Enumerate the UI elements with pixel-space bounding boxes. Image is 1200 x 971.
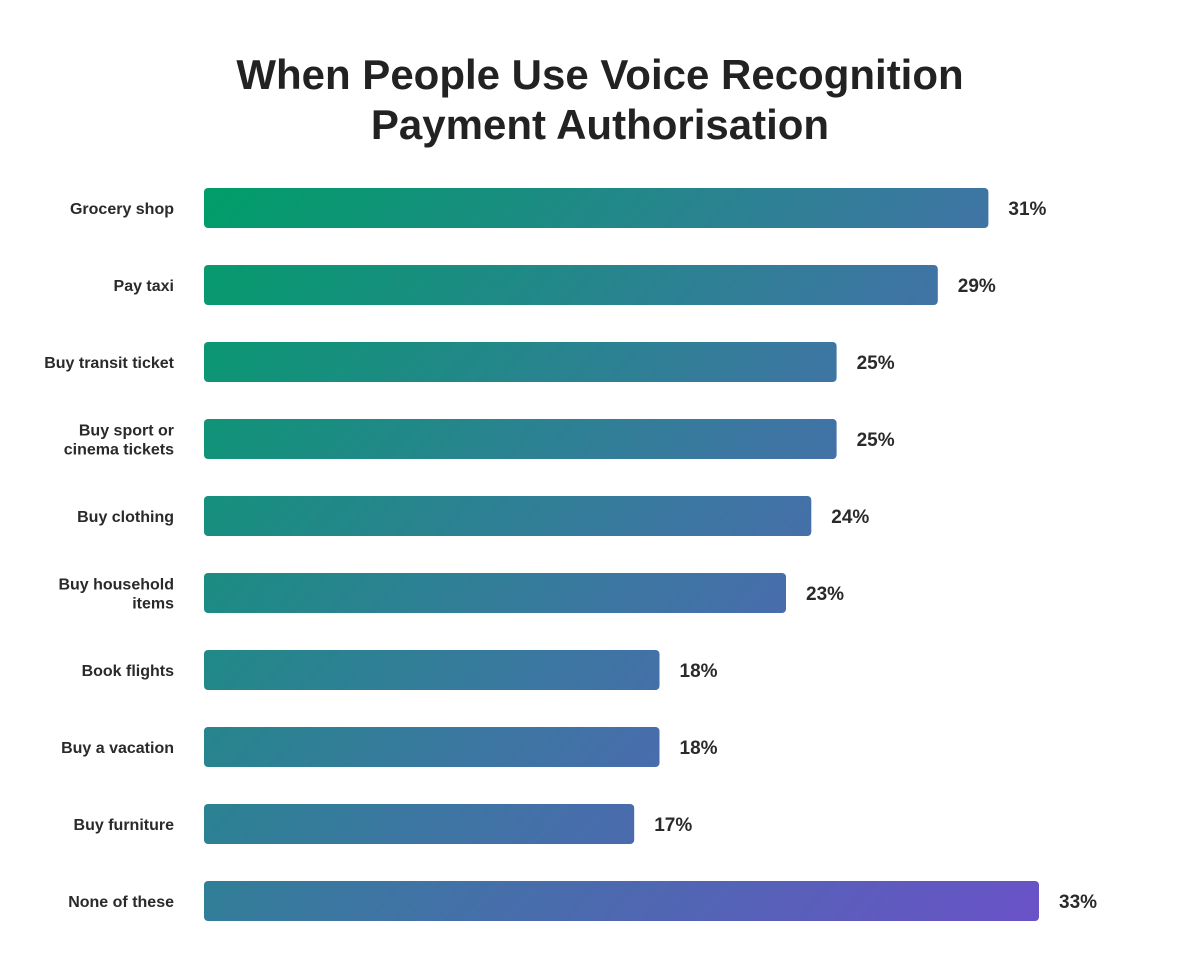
- value-label: 23%: [806, 584, 844, 605]
- chart-title-line-2: Payment Authorisation: [370, 101, 830, 148]
- category-label: None of these: [68, 894, 174, 911]
- category-label: Buy furniture: [74, 817, 175, 834]
- bar: [204, 265, 938, 305]
- value-label: 18%: [680, 738, 718, 759]
- bar: [204, 188, 989, 228]
- category-label: Buy household items: [58, 577, 174, 613]
- category-label: Buy sport or cinema tickets: [64, 423, 174, 459]
- bar: [204, 881, 1039, 921]
- value-label: 18%: [680, 661, 718, 682]
- category-label: Book flights: [82, 663, 175, 680]
- bar: [204, 727, 660, 767]
- value-label: 25%: [857, 353, 895, 374]
- category-label: Buy transit ticket: [44, 355, 174, 372]
- bar: [204, 804, 635, 844]
- bar: [204, 419, 837, 459]
- value-label: 29%: [958, 276, 996, 297]
- value-label: 31%: [1008, 199, 1046, 220]
- value-label: 33%: [1059, 892, 1097, 913]
- chart-title: When People Use Voice Recognition Paymen…: [0, 50, 1200, 150]
- category-label: Pay taxi: [114, 278, 174, 295]
- value-label: 24%: [831, 507, 869, 528]
- value-label: 17%: [654, 815, 692, 836]
- category-label: Buy clothing: [77, 509, 174, 526]
- bar: [204, 573, 786, 613]
- bar: [204, 496, 812, 536]
- chart-title-line-1: When People Use Voice Recognition: [236, 51, 964, 98]
- category-label: Buy a vacation: [61, 740, 174, 757]
- bars-layer: Grocery shop 31% Pay taxi 29% Buy transit ti…: [44, 188, 1097, 921]
- value-label: 25%: [857, 430, 895, 451]
- category-label: Grocery shop: [70, 201, 174, 218]
- bar: [204, 650, 660, 690]
- bar: [204, 342, 837, 382]
